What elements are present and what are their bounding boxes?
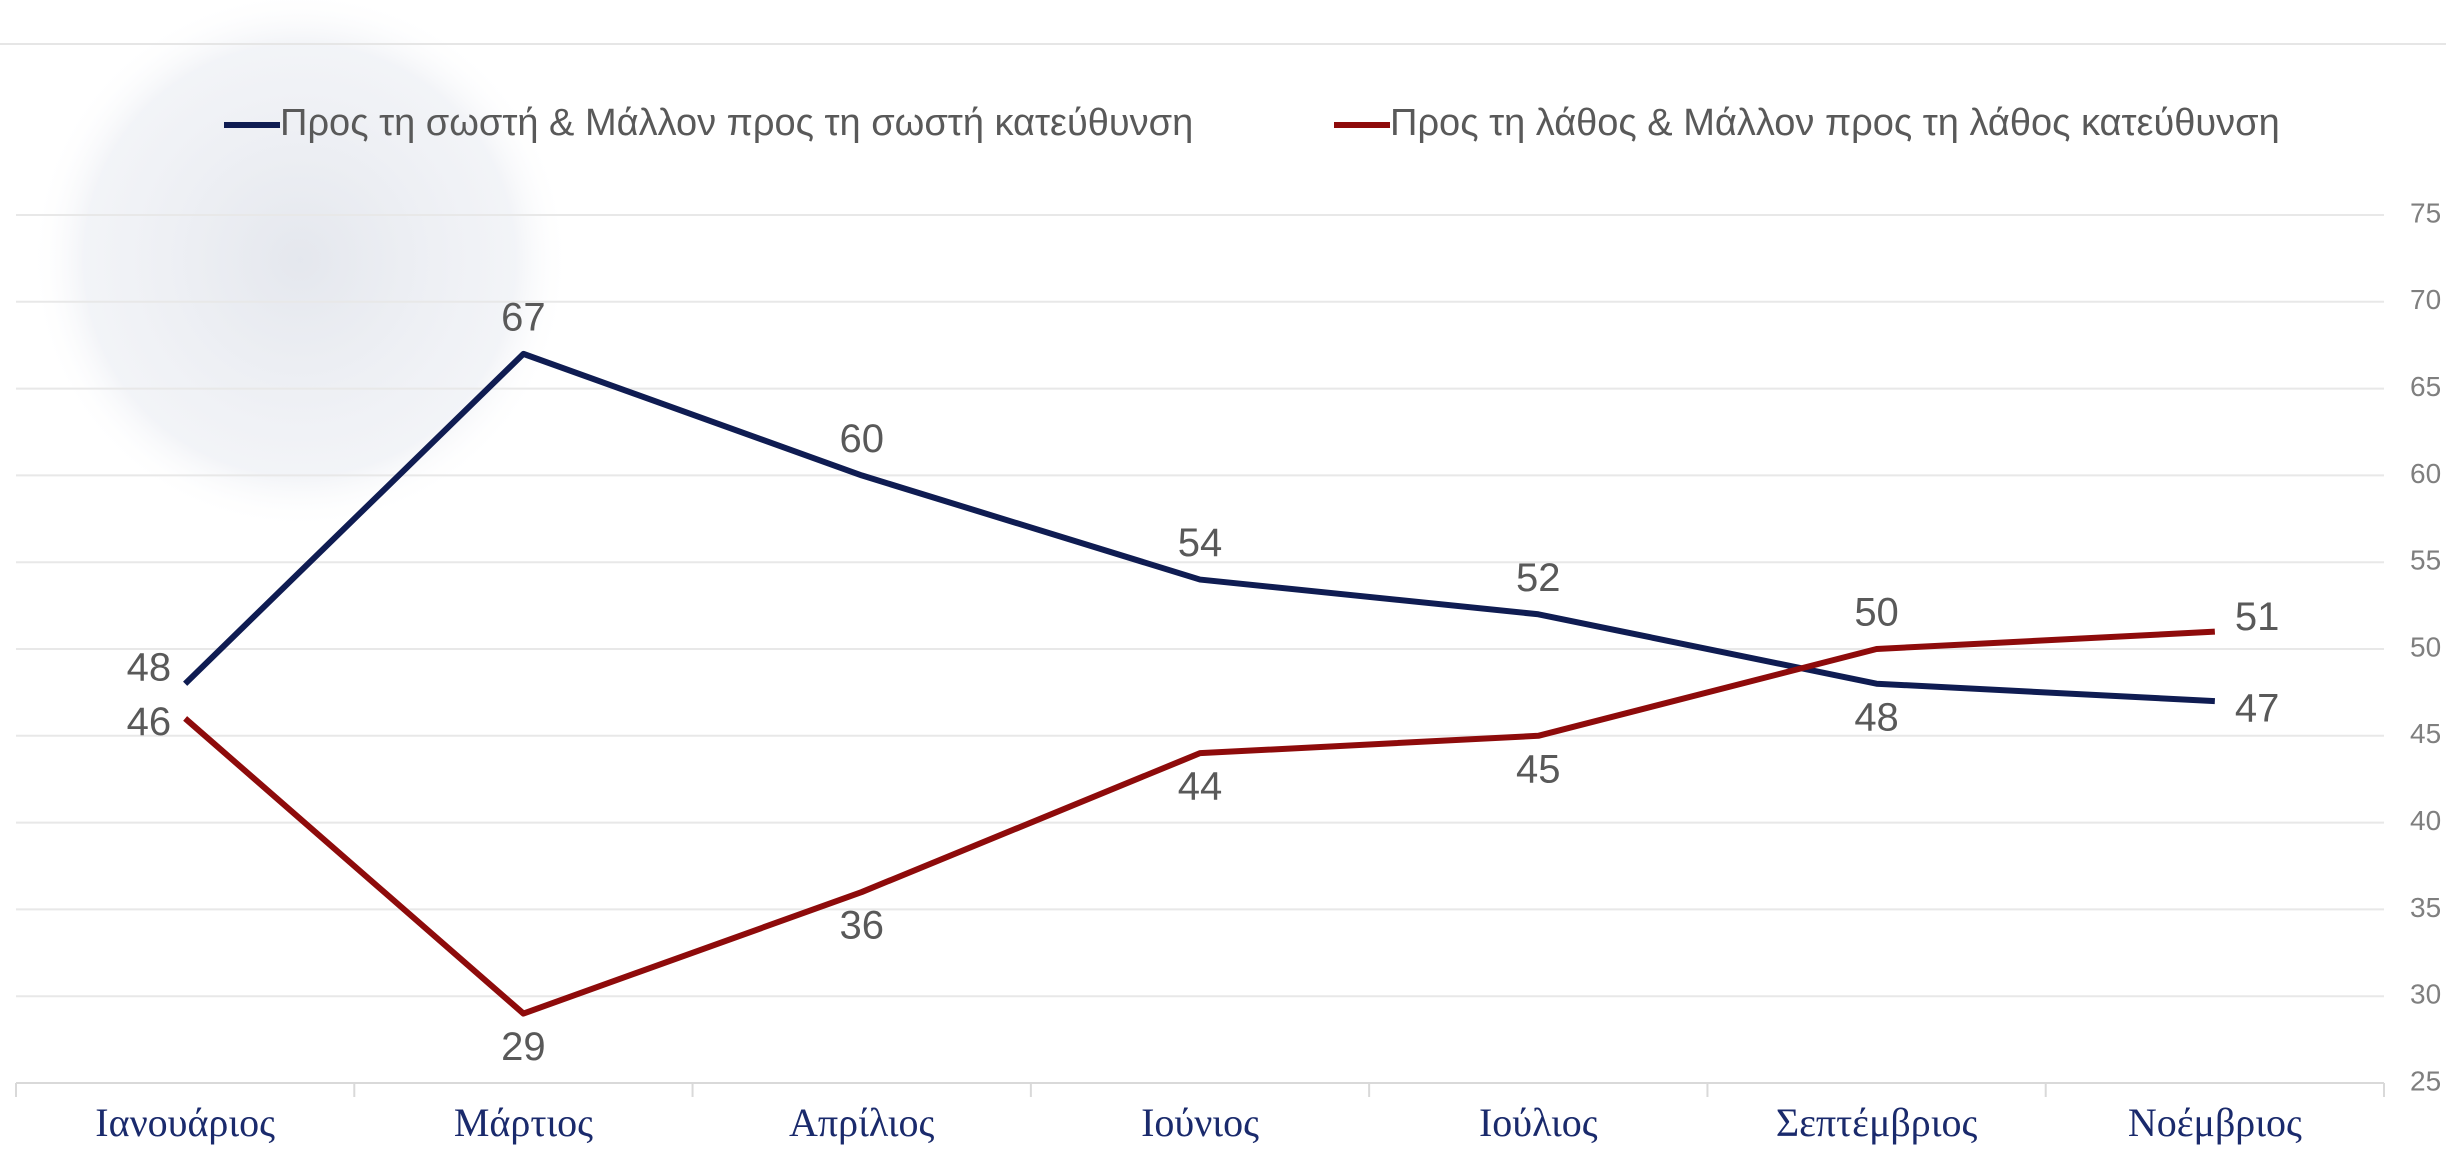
data-label: 50 xyxy=(1854,591,1899,635)
x-tick-label: Μάρτιος xyxy=(454,1100,593,1145)
x-tick-label: Ιούλιος xyxy=(1479,1100,1598,1145)
x-tick-label: Απρίλιος xyxy=(789,1100,934,1145)
y-tick-label: 30 xyxy=(2410,979,2441,1010)
data-label: 51 xyxy=(2235,595,2280,639)
legend-label: Προς τη σωστή & Μάλλον προς τη σωστή κατ… xyxy=(280,102,1193,144)
y-tick-label: 50 xyxy=(2410,631,2441,662)
data-label: 60 xyxy=(839,417,884,461)
virus-decoration xyxy=(30,0,570,530)
data-label: 36 xyxy=(839,904,884,948)
data-label: 46 xyxy=(127,700,172,744)
data-label: 48 xyxy=(1854,695,1899,739)
data-label: 54 xyxy=(1178,521,1223,565)
y-tick-label: 55 xyxy=(2410,545,2441,576)
y-tick-label: 25 xyxy=(2410,1065,2441,1096)
x-tick-label: Ιούνιος xyxy=(1141,1100,1259,1145)
legend-label: Προς τη λάθος & Μάλλον προς τη λάθος κατ… xyxy=(1390,102,2280,144)
x-tick-label: Ιανουάριος xyxy=(95,1100,275,1145)
data-label: 45 xyxy=(1516,747,1561,791)
y-tick-label: 35 xyxy=(2410,892,2441,923)
data-label: 52 xyxy=(1516,556,1561,600)
y-tick-label: 40 xyxy=(2410,805,2441,836)
x-tick-label: Νοέμβριος xyxy=(2128,1100,2302,1145)
data-label: 67 xyxy=(501,295,546,339)
y-tick-label: 70 xyxy=(2410,284,2441,315)
y-tick-label: 65 xyxy=(2410,371,2441,402)
y-tick-label: 60 xyxy=(2410,458,2441,489)
data-label: 29 xyxy=(501,1025,546,1069)
data-label: 47 xyxy=(2235,687,2280,731)
series-line xyxy=(183,350,2216,705)
x-tick-label: Σεπτέμβριος xyxy=(1776,1100,1978,1145)
data-label: 44 xyxy=(1178,765,1223,809)
y-tick-label: 75 xyxy=(2410,197,2441,228)
data-label: 48 xyxy=(127,645,172,689)
y-tick-label: 45 xyxy=(2410,718,2441,749)
series-line xyxy=(183,628,2216,1017)
